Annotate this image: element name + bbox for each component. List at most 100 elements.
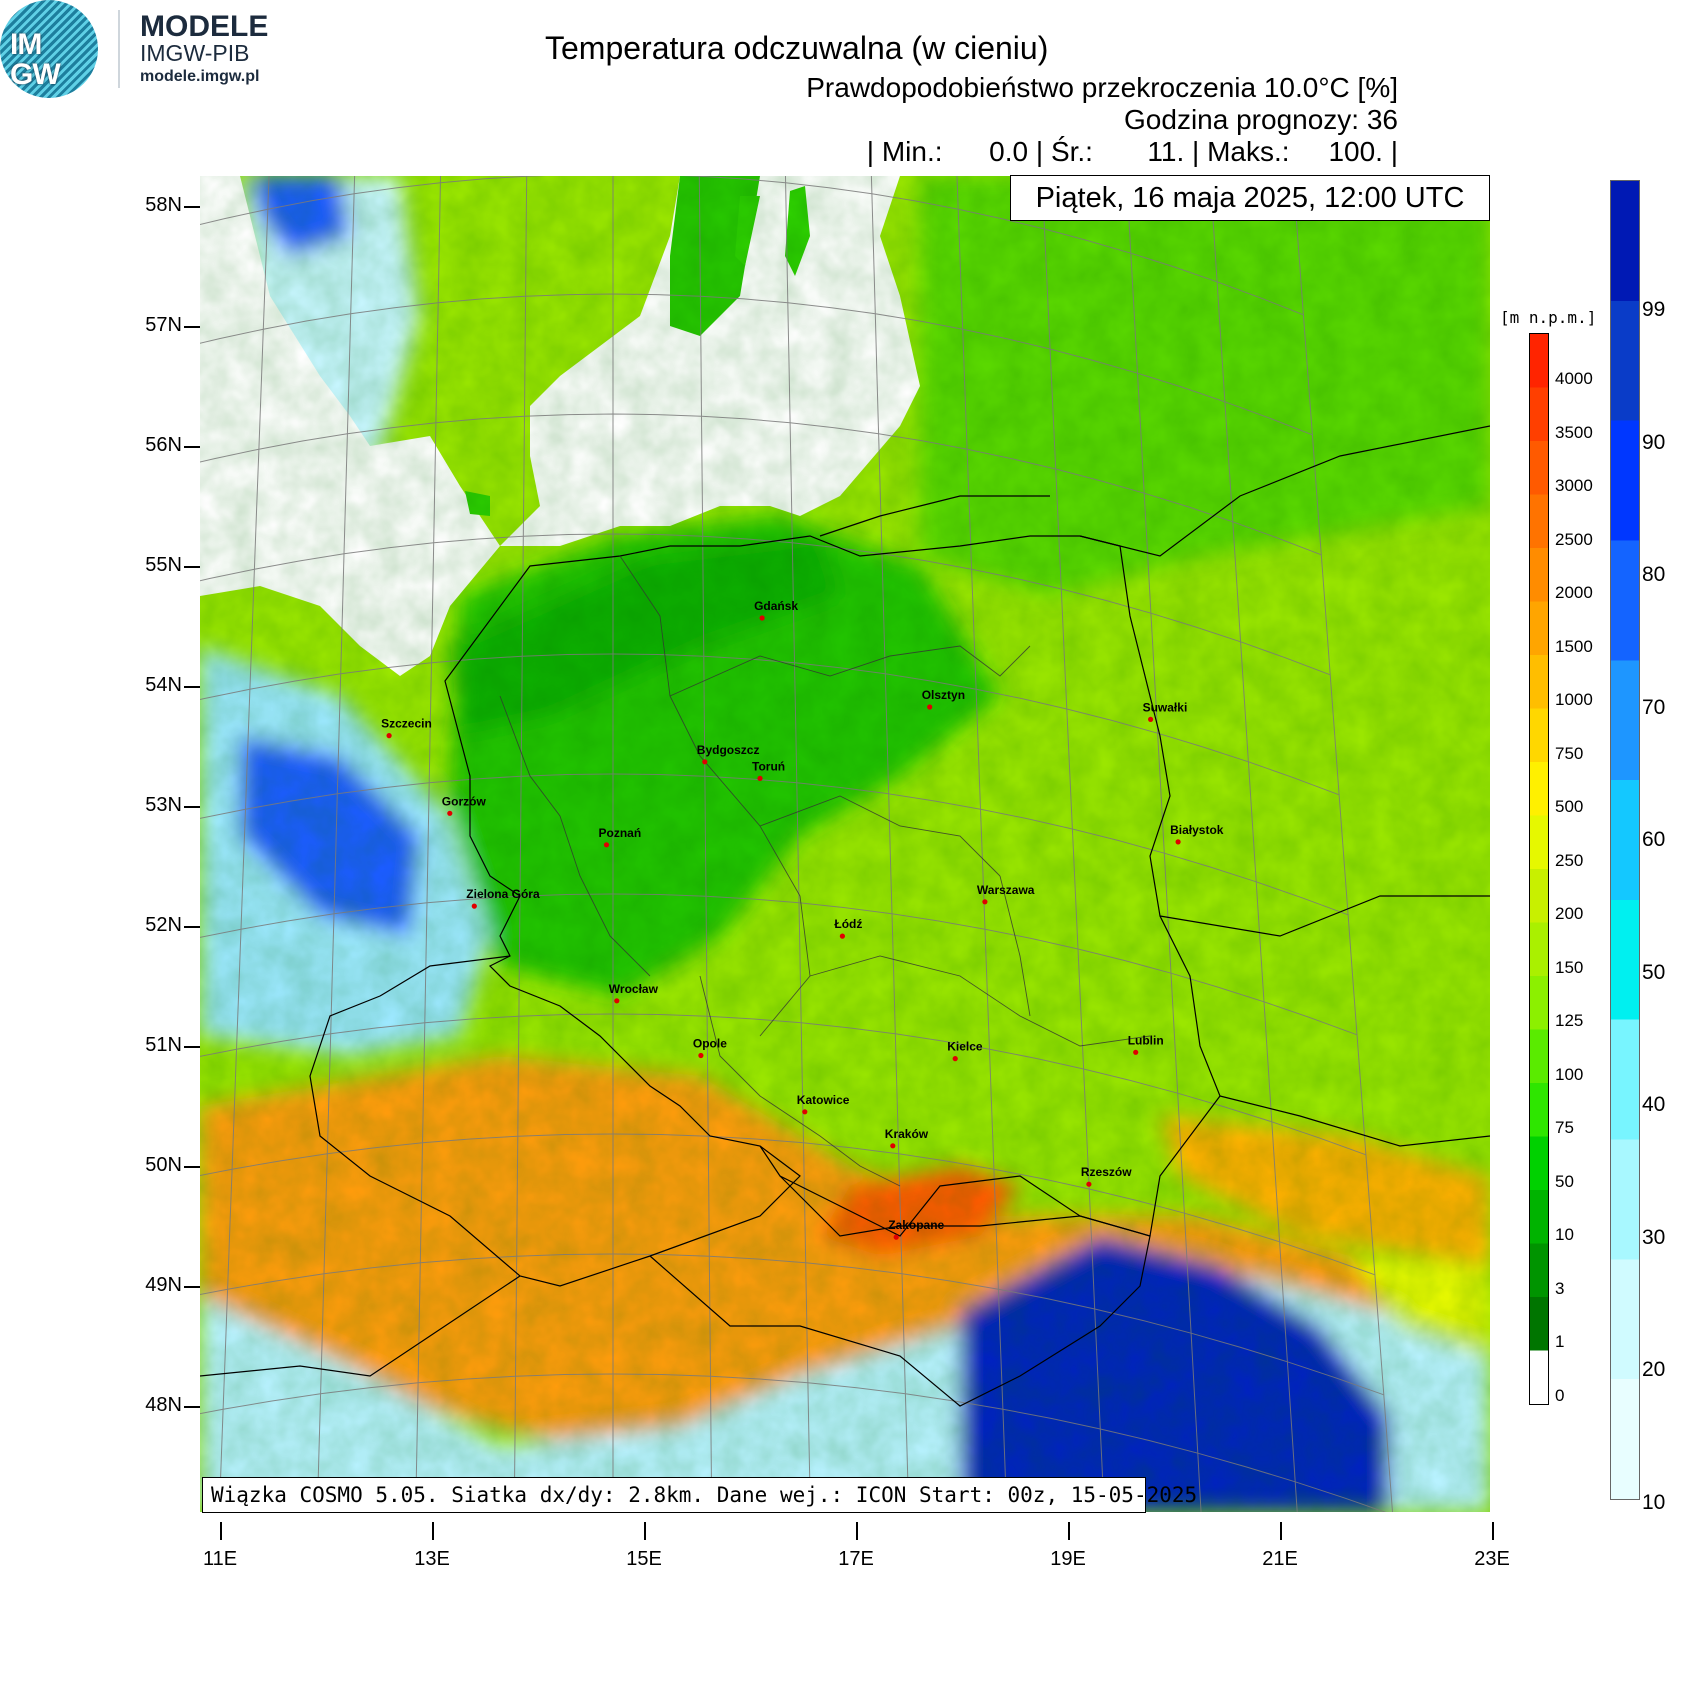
model-info-box: Wiązka COSMO 5.05. Siatka dx/dy: 2.8km. … [202, 1477, 1197, 1513]
longitude-line [870, 176, 910, 1512]
latitude-tick [184, 326, 200, 328]
longitude-line [698, 176, 713, 1512]
elevation-tick-label: 100 [1555, 1064, 1584, 1084]
city-marker [603, 842, 610, 848]
latitude-tick [184, 1406, 200, 1408]
probability-tick-label: 80 [1642, 563, 1666, 586]
probability-tick-label: 40 [1642, 1093, 1666, 1116]
longitude-tick [1068, 1522, 1070, 1540]
city-marker [893, 1234, 899, 1240]
longitude-line [1209, 176, 1298, 1512]
latitude-tick [184, 1286, 200, 1288]
longitude-line [1294, 194, 1393, 1512]
graticule [200, 176, 1393, 1512]
elevation-tick-label: 50 [1555, 1171, 1574, 1191]
latitude-label: 52N [145, 914, 182, 936]
ukraine-border [1219, 1095, 1490, 1147]
probability-tick-label: 60 [1642, 828, 1666, 851]
longitude-label: 21E [1262, 1548, 1298, 1570]
city-label: Toruń [752, 759, 785, 773]
city-label: Katowice [797, 1093, 850, 1107]
latitude-label: 58N [145, 194, 182, 216]
city-label: Zakopane [888, 1218, 944, 1232]
longitude-label: 15E [626, 1548, 662, 1570]
longitude-tick [220, 1522, 222, 1540]
forecast-hour: Godzina prognozy: 36 [1124, 104, 1398, 135]
germany-border [200, 1275, 521, 1377]
probability-tick-label: 70 [1642, 695, 1666, 719]
latitude-label: 48N [145, 1394, 182, 1416]
city-marker [1175, 839, 1181, 845]
slovakia-border [649, 1175, 1151, 1407]
city-label: Rzeszów [1081, 1165, 1132, 1179]
city-marker [839, 933, 846, 939]
latitude-tick [184, 206, 200, 208]
latitude-tick [184, 566, 200, 568]
latitude-label: 55N [145, 554, 182, 576]
city-label: Szczecin [381, 717, 432, 731]
elevation-tick-label: 3 [1555, 1278, 1565, 1298]
probability-tick-label: 30 [1642, 1225, 1666, 1249]
longitude-line [1126, 176, 1202, 1512]
elevation-colorbar [1529, 333, 1549, 1405]
city-label: Kraków [885, 1127, 929, 1141]
logo-org: IMGW-PIB [140, 40, 250, 66]
probability-tick-label: 50 [1642, 960, 1666, 984]
logo-url: modele.imgw.pl [140, 68, 260, 85]
longitude-tick [856, 1522, 858, 1540]
logo-brand: MODELE [140, 10, 269, 43]
city-marker [927, 704, 933, 710]
city-marker [386, 733, 392, 739]
elevation-tick-label: 200 [1555, 904, 1584, 923]
logo-divider [118, 10, 120, 88]
city-label: Opole [693, 1037, 727, 1051]
elevation-tick-label: 75 [1555, 1118, 1574, 1137]
longitude-label: 17E [838, 1548, 874, 1570]
probability-tick-label: 20 [1642, 1358, 1666, 1381]
city-marker [759, 615, 765, 621]
longitude-label: 19E [1050, 1548, 1086, 1570]
probability-tick-label: 99 [1642, 298, 1666, 321]
longitude-line [956, 176, 1008, 1512]
city-label: Poznań [599, 826, 642, 840]
elevation-tick-label: 150 [1555, 957, 1584, 977]
imgw-emblem-icon [0, 0, 98, 98]
czech-border [309, 955, 801, 1287]
elevation-tick-label: 250 [1555, 850, 1584, 870]
longitude-line [218, 176, 270, 1512]
probability-map: Gdańsk Olsztyn Suwałki Białystok Szczecin Byd… [200, 176, 1490, 1512]
city-label: Łódź [834, 917, 862, 931]
longitude-tick [1492, 1522, 1494, 1540]
poland-border [444, 535, 1221, 1237]
city-label: Lublin [1128, 1033, 1164, 1047]
longitude-line [784, 176, 811, 1512]
city-label: Wrocław [609, 982, 659, 996]
elevation-scale-title: [m n.p.m.] [1500, 308, 1597, 327]
longitude-label: 11E [202, 1548, 238, 1570]
elevation-tick-label: 4000 [1555, 369, 1593, 388]
city-marker [447, 810, 453, 816]
city-label: Olsztyn [922, 688, 965, 702]
elevation-tick-label: 3000 [1555, 476, 1593, 495]
longitude-label: 23E [1474, 1548, 1510, 1570]
longitude-line [513, 176, 528, 1512]
latitude-label: 57N [145, 314, 182, 336]
city-marker [982, 899, 988, 905]
imgw-emblem-text: IM GW [10, 28, 61, 91]
cities-layer: Gdańsk Olsztyn Suwałki Białystok Szczecin Byd… [381, 599, 1224, 1240]
latitude-tick [184, 1166, 200, 1168]
city-marker [698, 1052, 704, 1059]
city-label: Warszawa [977, 883, 1035, 897]
voiv-line [499, 695, 651, 977]
elevation-tick-label: 1000 [1555, 690, 1593, 709]
borders [200, 425, 1490, 1407]
latitude-label: 54N [145, 674, 182, 696]
city-label: Suwałki [1143, 700, 1188, 714]
elevation-tick-label: 1 [1555, 1332, 1565, 1351]
elevation-tick-label: 3500 [1555, 422, 1593, 442]
longitude-label: 13E [414, 1548, 450, 1570]
elevation-tick-label: 0 [1555, 1385, 1565, 1405]
city-marker [614, 998, 620, 1004]
latitude-tick [184, 806, 200, 808]
city-label: Białystok [1170, 823, 1224, 837]
